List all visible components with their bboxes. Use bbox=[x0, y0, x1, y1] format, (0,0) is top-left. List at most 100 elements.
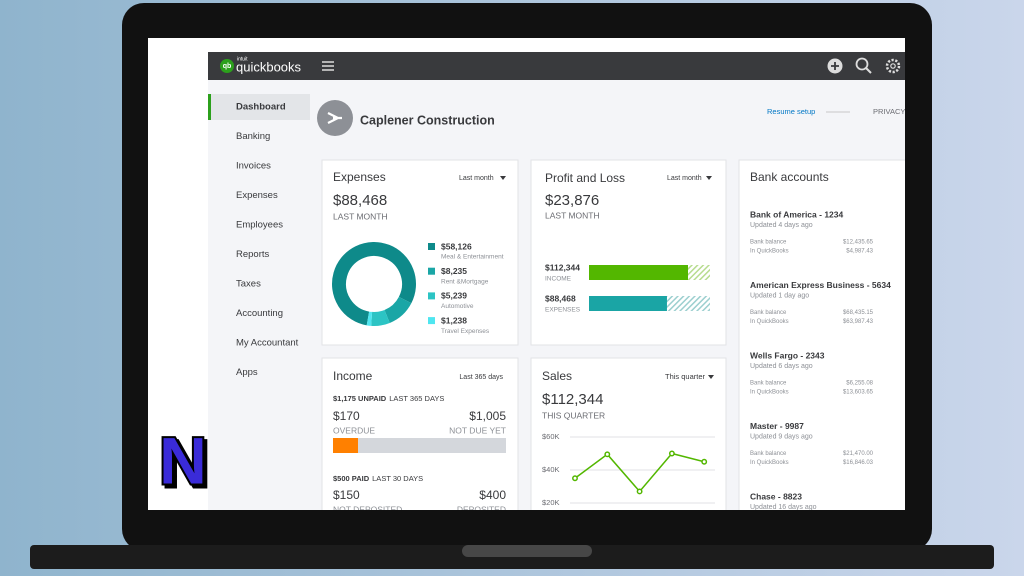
account-updated: Updated 6 days ago bbox=[750, 363, 813, 370]
new-button[interactable] bbox=[827, 58, 843, 74]
nav-item[interactable]: Expenses bbox=[236, 190, 278, 201]
nav-item[interactable]: Taxes bbox=[236, 279, 261, 290]
unpaid-total: $1,175 UNPAID bbox=[333, 394, 387, 403]
icon bbox=[865, 67, 872, 74]
period-dropdown[interactable]: Last month bbox=[459, 175, 494, 182]
not-deposited-amount: $150 bbox=[333, 488, 360, 502]
period: Last 365 days bbox=[459, 374, 503, 381]
nav-item[interactable]: Dashboard bbox=[236, 102, 286, 113]
sales-point bbox=[572, 475, 578, 482]
not-due-bar bbox=[358, 438, 506, 453]
card-title: Income bbox=[333, 369, 373, 383]
icon bbox=[855, 57, 869, 71]
unpaid-period: LAST 365 DAYS bbox=[389, 394, 444, 403]
bar-amount: $88,468 bbox=[545, 293, 576, 303]
caption: THIS QUARTER bbox=[542, 410, 605, 420]
deposited-amount: $400 bbox=[479, 488, 506, 502]
bar bbox=[589, 265, 688, 280]
account-updated: Updated 16 days ago bbox=[750, 504, 817, 511]
account-updated: Updated 1 day ago bbox=[750, 292, 809, 299]
dropdown-caret bbox=[706, 176, 712, 180]
overlay-logo: N bbox=[159, 423, 207, 497]
caption: LAST MONTH bbox=[333, 211, 388, 221]
nav-item[interactable]: Invoices bbox=[236, 161, 271, 172]
overdue-caption: OVERDUE bbox=[333, 425, 375, 435]
balance-amount: $21,470.00 bbox=[843, 451, 874, 457]
icon bbox=[885, 58, 901, 74]
books-label: In QuickBooks bbox=[750, 249, 789, 255]
overdue-amount: $170 bbox=[333, 409, 360, 423]
legend-amount: $1,238 bbox=[441, 315, 467, 325]
active-item-background bbox=[208, 94, 310, 120]
paid-total: $500 PAID bbox=[333, 474, 370, 483]
nav-item[interactable]: Employees bbox=[236, 220, 283, 231]
caption: LAST MONTH bbox=[545, 210, 600, 220]
nav-item[interactable]: Accounting bbox=[236, 308, 283, 319]
legend-swatch bbox=[428, 267, 435, 275]
overdue-bar bbox=[333, 438, 359, 453]
sidebar bbox=[208, 80, 310, 510]
period-dropdown[interactable]: Last month bbox=[667, 175, 702, 182]
card bbox=[738, 159, 905, 510]
resume-setup-link[interactable]: Resume setup bbox=[767, 107, 815, 116]
legend-swatch bbox=[428, 317, 435, 325]
legend-amount: $58,126 bbox=[441, 241, 472, 251]
legend-category: Rent &Mortgage bbox=[441, 278, 489, 285]
nav-item[interactable]: Apps bbox=[236, 367, 258, 378]
sales-point bbox=[668, 450, 675, 457]
balance-amount: $12,435.65 bbox=[843, 240, 874, 246]
card bbox=[530, 357, 727, 510]
donut-segment bbox=[332, 242, 416, 326]
not-due-amount: $1,005 bbox=[469, 409, 506, 423]
account-name[interactable]: Bank of America - 1234 bbox=[750, 209, 843, 219]
not-due-caption: NOT DUE YET bbox=[449, 425, 506, 435]
privacy-link[interactable]: PRIVACY bbox=[873, 107, 905, 116]
nav-item[interactable]: Banking bbox=[236, 131, 270, 142]
balance-label: Bank balance bbox=[750, 451, 787, 457]
search-button[interactable] bbox=[855, 57, 872, 74]
y-tick-label: $20K bbox=[542, 498, 560, 507]
brand-small: intuit bbox=[237, 56, 248, 62]
settings-button[interactable] bbox=[885, 58, 901, 74]
active-item-indicator bbox=[208, 94, 211, 120]
account-name[interactable]: Master - 9987 bbox=[750, 421, 804, 431]
balance-amount: $6,255.08 bbox=[846, 381, 873, 387]
laptop-notch bbox=[462, 545, 592, 557]
balance-label: Bank balance bbox=[750, 240, 787, 246]
total: $88,468 bbox=[333, 192, 387, 209]
deposited-caption: DEPOSITED bbox=[457, 504, 506, 514]
period-dropdown[interactable]: This quarter bbox=[665, 372, 706, 381]
account-updated: Updated 4 days ago bbox=[750, 222, 813, 229]
card bbox=[530, 159, 727, 346]
books-amount: $16,846.03 bbox=[843, 460, 874, 466]
books-label: In QuickBooks bbox=[750, 390, 789, 396]
sales-point bbox=[604, 451, 611, 458]
not-deposited-caption: NOT DEPOSITED bbox=[333, 504, 402, 514]
legend-swatch bbox=[428, 243, 435, 250]
card-title: Profit and Loss bbox=[545, 171, 625, 185]
legend-category: Meal & Entertainment bbox=[441, 254, 504, 261]
dropdown-caret bbox=[708, 375, 714, 379]
nav-item[interactable]: Reports bbox=[236, 249, 270, 260]
books-label: In QuickBooks bbox=[750, 460, 789, 466]
account-name[interactable]: Chase - 8823 bbox=[750, 491, 802, 501]
books-amount: $13,603.65 bbox=[843, 390, 874, 396]
card-title: Sales bbox=[542, 369, 572, 383]
nav-item[interactable]: My Accountant bbox=[236, 338, 299, 349]
account-name[interactable]: American Express Business - 5634 bbox=[750, 280, 891, 290]
company-name: Caplener Construction bbox=[360, 113, 495, 127]
balance-amount: $68,435.15 bbox=[843, 310, 874, 316]
brand: quickbooks bbox=[236, 59, 302, 74]
dropdown-caret bbox=[500, 176, 506, 180]
account-name[interactable]: Wells Fargo - 2343 bbox=[750, 350, 825, 360]
books-amount: $4,987.43 bbox=[846, 249, 873, 255]
total: $112,344 bbox=[542, 391, 603, 408]
legend-amount: $8,235 bbox=[441, 266, 467, 276]
legend-category: Travel Expenses bbox=[441, 328, 490, 335]
balance-label: Bank balance bbox=[750, 381, 787, 387]
legend-amount: $5,239 bbox=[441, 291, 467, 301]
